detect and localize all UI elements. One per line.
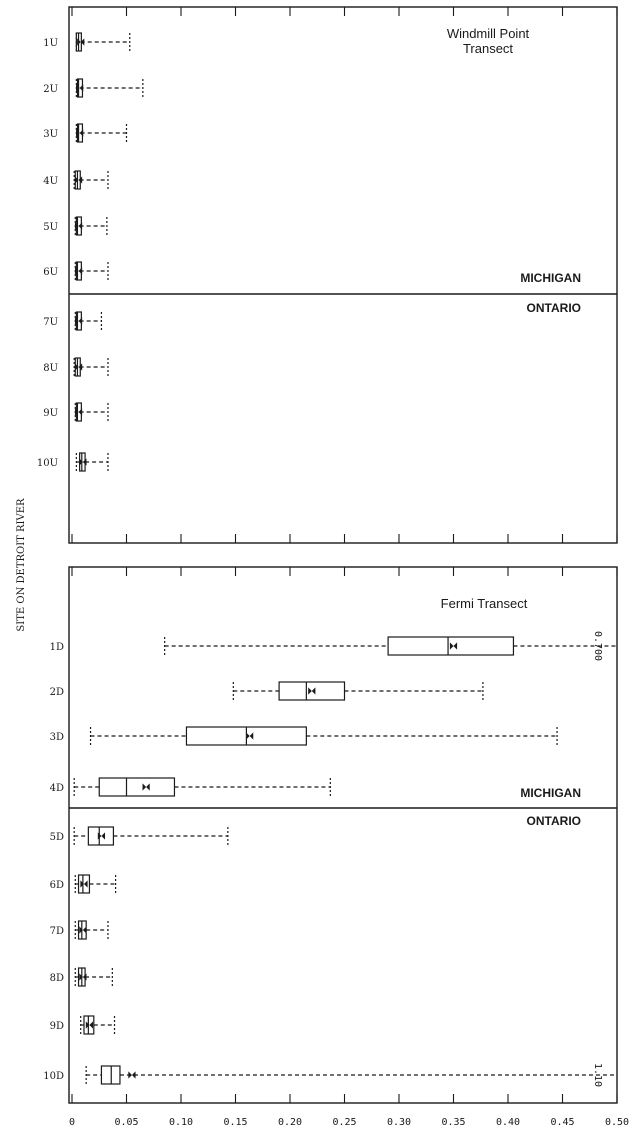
site-label: 5D — [50, 832, 64, 843]
mean-marker — [128, 1071, 136, 1079]
site-label: 10U — [37, 458, 58, 469]
box-1d: 1D 0.700 — [50, 631, 617, 661]
site-label: 5U — [43, 222, 58, 233]
site-label: 1U — [43, 38, 58, 49]
mean-marker — [449, 642, 458, 650]
upper-panel: Windmill Point Transect MICHIGAN ONTARIO… — [37, 6, 618, 544]
site-label: 3D — [50, 732, 64, 743]
box-4d: 4D — [50, 777, 331, 797]
mean-marker — [77, 38, 85, 46]
upper-panel-title-line-2: Transect — [463, 41, 513, 56]
lower-ontario-label: ONTARIO — [527, 814, 581, 828]
mean-marker — [79, 973, 87, 981]
max-value-label: 0.700 — [592, 631, 603, 661]
box-7d: 7D — [50, 920, 109, 940]
x-tick-label: 0.35 — [441, 1117, 465, 1128]
x-tick-label: 0.10 — [169, 1117, 193, 1128]
box-3d: 3D — [50, 726, 558, 746]
x-tick-label: 0.15 — [223, 1117, 247, 1128]
mean-marker — [74, 222, 83, 230]
box-1u: 1U — [43, 32, 131, 52]
box-10d: 10D 1.10 — [43, 1063, 617, 1087]
x-tick-label: 0 — [69, 1117, 75, 1128]
x-tick-label: 0.25 — [332, 1117, 356, 1128]
site-label: 9D — [50, 1021, 64, 1032]
site-label: 7U — [43, 317, 58, 328]
max-value-label: 1.10 — [592, 1063, 603, 1087]
mean-marker — [76, 84, 84, 92]
box-2d: 2D — [50, 681, 484, 701]
site-label: 9U — [43, 408, 58, 419]
site-label: 6D — [50, 880, 64, 891]
mean-marker — [79, 458, 87, 466]
box-6d: 6D — [50, 874, 117, 894]
mean-marker — [97, 832, 106, 840]
mean-marker — [74, 317, 83, 325]
x-tick-label: 0.45 — [550, 1117, 574, 1128]
iqr-box — [98, 777, 176, 797]
site-label: 1D — [50, 642, 64, 653]
box-6u: 6U — [43, 261, 109, 281]
mean-marker — [74, 267, 83, 275]
mean-marker — [74, 363, 83, 371]
site-label: 6U — [43, 267, 58, 278]
mean-marker — [74, 176, 83, 184]
site-label: 8D — [50, 973, 64, 984]
y-axis-label: SITE ON DETROIT RIVER — [16, 498, 27, 632]
mean-marker — [308, 687, 316, 695]
box-5d: 5D — [50, 826, 229, 846]
mean-marker — [85, 1021, 94, 1029]
x-tick-label: 0.50 — [605, 1117, 629, 1128]
upper-ontario-label: ONTARIO — [527, 301, 581, 315]
site-label: 4D — [50, 783, 64, 794]
mean-marker — [80, 880, 88, 888]
box-8d: 8D — [50, 967, 113, 987]
site-label: 10D — [43, 1071, 64, 1082]
lower-panel: Fermi Transect MICHIGAN ONTARIO 1D 0.700 2… — [43, 566, 629, 1128]
site-label: 4U — [43, 176, 58, 187]
box-7u: 7U — [43, 311, 103, 331]
box-3u: 3U — [43, 123, 128, 143]
site-label: 2D — [50, 687, 64, 698]
box-5u: 5U — [43, 216, 108, 236]
box-8u: 8U — [43, 357, 109, 377]
upper-panel-title-line-1: Windmill Point — [447, 26, 530, 41]
mean-marker — [142, 783, 150, 791]
box-9d: 9D — [50, 1015, 116, 1035]
mean-marker — [246, 732, 254, 740]
x-tick-label: 0.20 — [278, 1117, 302, 1128]
x-tick-label: 0.30 — [387, 1117, 411, 1128]
site-label: 3U — [43, 129, 58, 140]
site-label: 2U — [43, 84, 58, 95]
box-2u: 2U — [43, 78, 144, 98]
mean-marker — [79, 926, 87, 934]
box-10u: 10U — [37, 452, 109, 472]
upper-michigan-label: MICHIGAN — [520, 271, 581, 285]
mean-marker — [76, 129, 84, 137]
lower-panel-title: Fermi Transect — [441, 596, 528, 611]
x-tick-label: 0.40 — [496, 1117, 520, 1128]
x-tick-label: 0.05 — [114, 1117, 138, 1128]
site-label: 7D — [50, 926, 64, 937]
box-4u: 4U — [43, 170, 109, 190]
mean-marker — [74, 408, 83, 416]
lower-michigan-label: MICHIGAN — [520, 786, 581, 800]
box-9u: 9U — [43, 402, 109, 422]
site-label: 8U — [43, 363, 58, 374]
